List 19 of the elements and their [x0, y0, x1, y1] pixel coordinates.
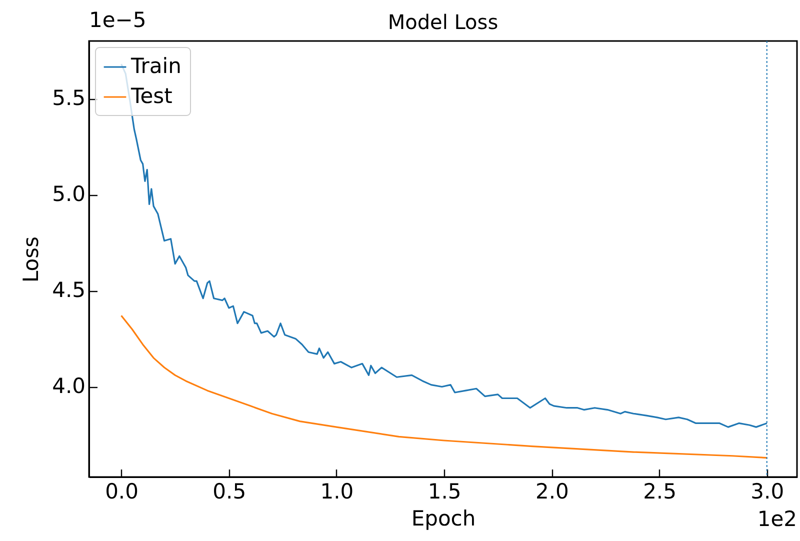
x-axis-title: Epoch — [411, 506, 476, 530]
y-tick-label: 5.0 — [52, 182, 86, 206]
x-tick-label: 2.5 — [643, 480, 676, 504]
x-tick-label: 3.0 — [750, 480, 784, 504]
x-tick-label: 0.5 — [212, 480, 246, 504]
legend-label: Test — [130, 84, 172, 108]
x-tick-label: 0.0 — [105, 480, 138, 504]
chart-title: Model Loss — [388, 10, 498, 34]
x-tick-label: 1.5 — [428, 480, 462, 504]
y-tick-label: 4.0 — [52, 374, 86, 398]
text: 1e−5 — [89, 8, 146, 32]
x-tick-label: 1.0 — [320, 480, 354, 504]
x-tick-label: 2.0 — [535, 480, 569, 504]
y-tick-label: 5.5 — [52, 86, 86, 110]
legend-label: Train — [130, 54, 182, 78]
line-series — [120, 314, 768, 459]
y-axis-title: Loss — [19, 236, 44, 283]
y-tick-label: 4.5 — [52, 278, 86, 302]
text: 1e2 — [757, 507, 797, 531]
